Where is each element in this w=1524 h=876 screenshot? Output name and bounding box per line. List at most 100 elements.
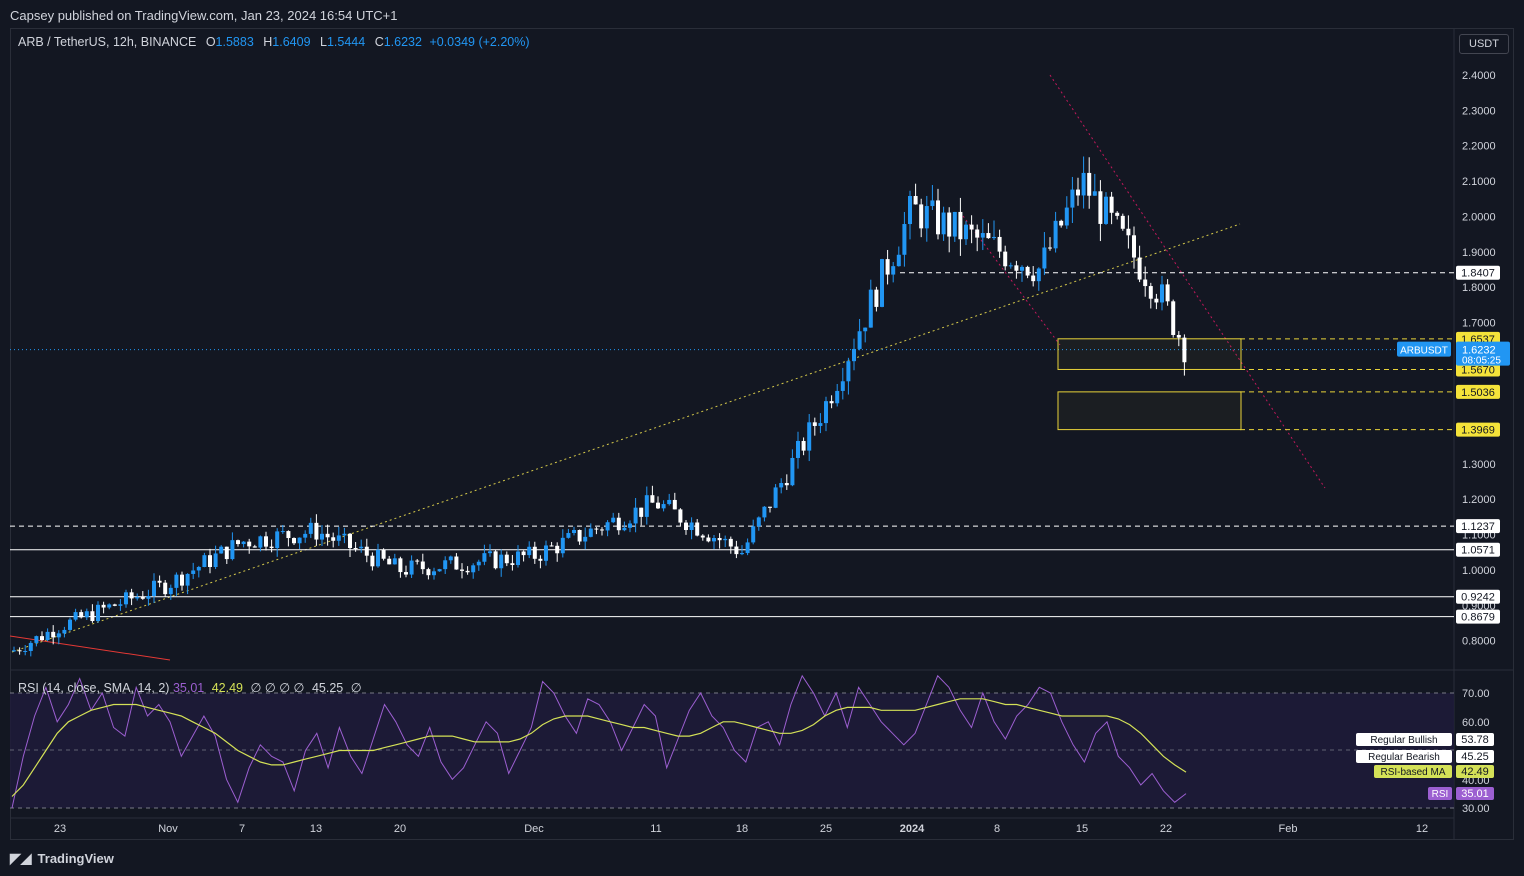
candle-body (124, 592, 128, 605)
price-tick-label: 2.2000 (1462, 141, 1496, 153)
candle-body (129, 592, 134, 599)
candle-body (964, 224, 968, 240)
price-level-tag (1456, 422, 1500, 437)
rsi-tag-label: Regular Bearish (1368, 752, 1440, 763)
candle-body (544, 545, 548, 561)
candle-body (723, 538, 728, 541)
footer-brand[interactable]: ◤◢ TradingView (10, 850, 114, 867)
candle-body (213, 553, 218, 567)
candle-body (465, 570, 470, 573)
candle-body (717, 538, 722, 541)
candle-body (706, 537, 711, 542)
candle-body (521, 551, 526, 556)
candle-body (84, 611, 89, 618)
rsi-title[interactable]: RSI (14, close, SMA, 14, 2) (18, 681, 170, 695)
candle-body (863, 327, 868, 332)
currency-button[interactable]: USDT (1459, 34, 1509, 54)
rsi-tick-label: 60.00 (1462, 717, 1490, 729)
candle-body (678, 509, 683, 523)
support-trendline[interactable] (11, 223, 1241, 653)
candle-body (874, 289, 879, 307)
candle-body (62, 629, 67, 634)
candle-body (572, 530, 576, 534)
candle-body (1137, 257, 1142, 280)
candle-body (264, 536, 268, 547)
candle-body (476, 561, 481, 566)
candle-body (947, 212, 952, 237)
rsi-line (11, 674, 1187, 809)
rsi-tag-label-bg (1428, 787, 1452, 800)
candle-body (348, 533, 352, 549)
rsi-tag-value: 53.78 (1461, 734, 1489, 746)
candle-body (269, 546, 274, 549)
candle-body (163, 582, 168, 595)
candle-body (185, 573, 190, 586)
candle-body (650, 495, 655, 503)
candle-body (359, 546, 364, 549)
candle-body (605, 522, 610, 531)
candle-body (768, 506, 772, 508)
low-label: L (320, 35, 327, 49)
candle-body (303, 533, 308, 538)
candle-body (387, 558, 392, 565)
price-tick-label: 2.3000 (1462, 105, 1496, 117)
red-trendline[interactable] (9, 635, 171, 661)
candle-body (919, 204, 924, 229)
candle-body (941, 212, 946, 235)
candle-body (656, 502, 660, 509)
candle-body (1126, 228, 1131, 236)
candle-body (443, 560, 448, 570)
price-level-tag (1456, 384, 1500, 399)
candle-body (258, 536, 263, 548)
candle-body (1025, 266, 1030, 276)
candle-body (1160, 284, 1164, 303)
candle-body (308, 522, 313, 534)
candle-body (314, 522, 319, 540)
rsi-tag-value-bg (1456, 733, 1494, 746)
candle-body (639, 507, 644, 517)
candle-body (376, 549, 380, 567)
rsi-tag-value-bg (1456, 765, 1494, 778)
candle-body (1008, 265, 1013, 267)
candle-body (68, 619, 72, 630)
candle-body (734, 546, 739, 555)
candle-body (672, 499, 677, 510)
candle-body (118, 604, 123, 606)
candle-body (1132, 235, 1136, 258)
candle-body (381, 549, 386, 559)
candle-body (611, 517, 616, 523)
close-value: 1.6232 (383, 35, 422, 49)
candle-body (762, 506, 767, 518)
candle-body (342, 533, 347, 536)
price-level-tag (1456, 265, 1500, 280)
candle-body (885, 259, 890, 275)
candle-body (79, 612, 84, 618)
candle-body (622, 527, 627, 531)
resistance-trendline-2[interactable] (959, 211, 1061, 346)
price-level-tag-text: 0.9242 (1461, 592, 1495, 604)
price-level-tag (1456, 519, 1500, 534)
candle-body (1115, 212, 1120, 216)
price-level-tag-text: 1.3969 (1461, 425, 1495, 437)
rsi-tag-label: RSI-based MA (1380, 767, 1445, 778)
candle-body (415, 560, 420, 562)
candle-body (398, 558, 403, 573)
candle-body (695, 522, 700, 536)
candle-body (230, 540, 235, 560)
candle-body (1070, 189, 1075, 208)
symbol-label[interactable]: ARB / TetherUS, 12h, BINANCE (18, 35, 197, 49)
candle-body (969, 224, 974, 230)
candle-body (1165, 284, 1170, 302)
candle-body (566, 533, 571, 538)
candle-body (174, 574, 179, 588)
candle-body (975, 229, 980, 238)
candle-body (583, 536, 588, 542)
candle-body (555, 545, 560, 554)
candle-body (499, 554, 504, 569)
candle-body (936, 200, 940, 235)
price-level-tag (1456, 609, 1500, 624)
candle-body (353, 548, 358, 550)
candle-body (392, 558, 397, 565)
candle-body (152, 580, 156, 597)
